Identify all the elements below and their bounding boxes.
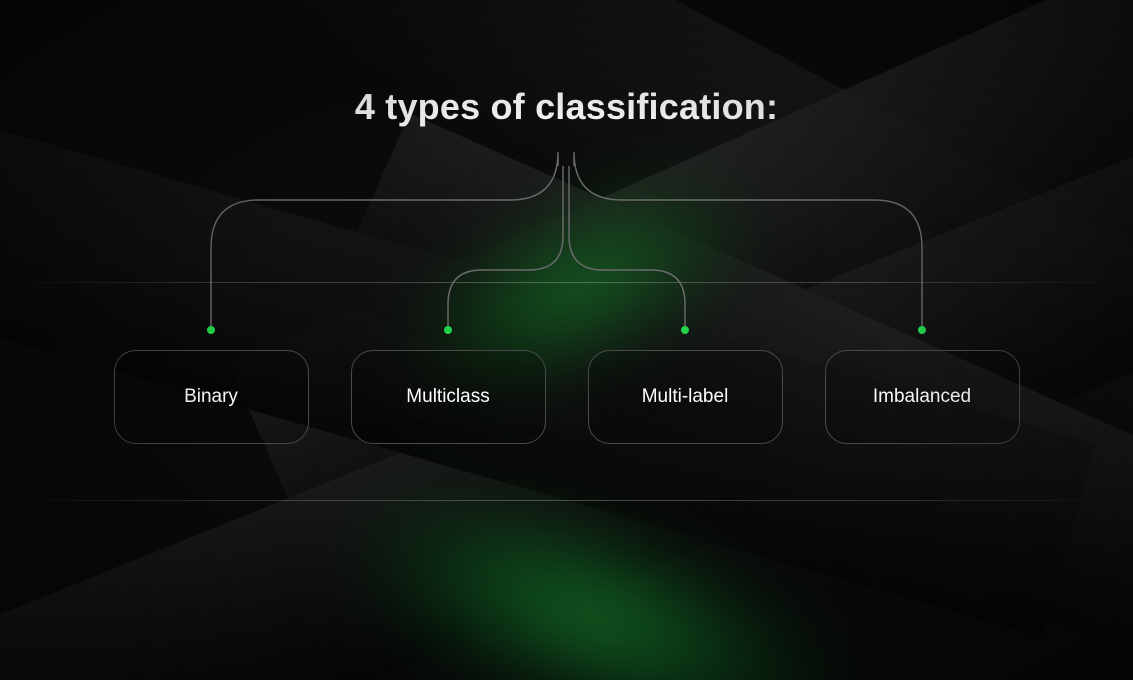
- node-row: Binary Multiclass Multi-label Imbalanced: [0, 350, 1133, 444]
- connector-path: [574, 152, 922, 330]
- node-multiclass: Multiclass: [351, 350, 546, 444]
- connector-path: [569, 166, 685, 330]
- node-label: Imbalanced: [873, 386, 971, 408]
- connector-dot: [444, 326, 452, 334]
- connector-path: [211, 152, 558, 330]
- connector-dot: [207, 326, 215, 334]
- connector-path: [448, 166, 563, 330]
- connector-dot: [918, 326, 926, 334]
- node-label: Multiclass: [406, 386, 489, 408]
- node-label: Multi-label: [642, 386, 729, 408]
- node-imbalanced: Imbalanced: [825, 350, 1020, 444]
- node-binary: Binary: [114, 350, 309, 444]
- connector-dot: [681, 326, 689, 334]
- connector-lines: [0, 0, 1133, 680]
- node-label: Binary: [184, 386, 238, 408]
- node-multilabel: Multi-label: [588, 350, 783, 444]
